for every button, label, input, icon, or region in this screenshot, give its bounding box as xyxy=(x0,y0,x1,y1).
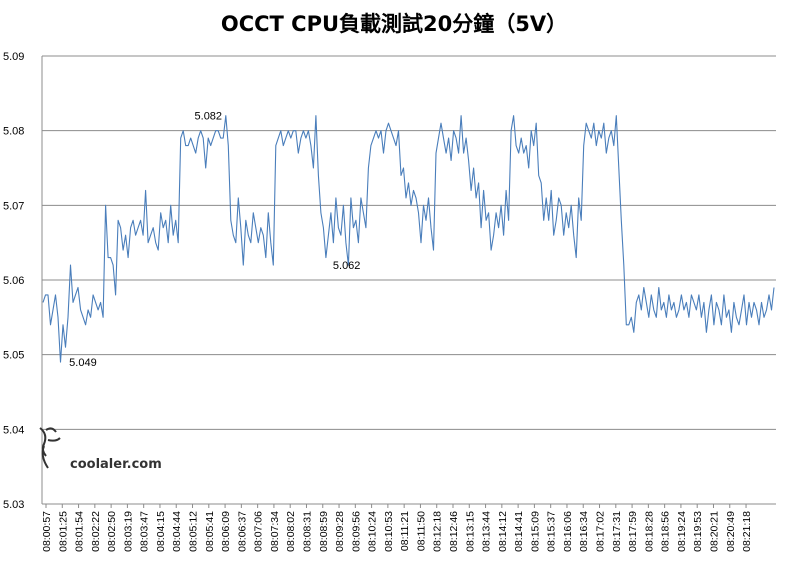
x-tick-label: 08:09:56 xyxy=(350,511,362,552)
y-tick-label: 5.07 xyxy=(3,200,24,212)
annotations: 5.082 5.062 5.049 xyxy=(69,111,360,369)
x-tick-label: 08:19:24 xyxy=(676,511,688,552)
x-tick-label: 08:01:25 xyxy=(57,511,69,552)
x-tick-label: 08:07:34 xyxy=(269,511,281,552)
x-tick-label: 08:20:49 xyxy=(725,511,737,552)
x-tick-label: 08:13:15 xyxy=(464,511,476,552)
x-tick-label: 08:17:31 xyxy=(611,511,623,552)
data-label: 5.049 xyxy=(69,357,97,369)
x-tick-label: 08:02:50 xyxy=(106,511,118,552)
x-tick-label: 08:05:12 xyxy=(188,511,200,552)
x-tick-label: 08:10:24 xyxy=(367,511,379,552)
x-tick-label: 08:11:21 xyxy=(399,511,411,551)
watermark-text: coolaler.com xyxy=(70,457,162,472)
x-tick-label: 08:17:59 xyxy=(627,511,639,552)
x-tick-label: 08:16:06 xyxy=(562,511,574,552)
x-tick-label: 08:10:53 xyxy=(383,511,395,552)
data-label: 5.062 xyxy=(333,260,361,272)
watermark: coolaler.com xyxy=(39,427,162,472)
x-tick-label: 08:18:56 xyxy=(660,511,672,552)
x-tick-label: 08:06:09 xyxy=(220,511,232,552)
x-tick-label: 08:05:41 xyxy=(204,511,216,552)
watermark-glyph-icon xyxy=(39,427,61,469)
x-tick-label: 08:13:44 xyxy=(481,511,493,552)
chart-title: OCCT CPU負載測試20分鐘（5V） xyxy=(221,12,567,36)
x-tick-label: 08:15:09 xyxy=(529,511,541,552)
y-tick-label: 5.06 xyxy=(3,275,24,287)
y-tick-label: 5.03 xyxy=(3,499,24,511)
x-tick-label: 08:09:28 xyxy=(334,511,346,552)
x-tick-label: 08:07:06 xyxy=(253,511,265,552)
x-tick-label: 08:04:15 xyxy=(155,511,167,552)
y-tick-label: 5.04 xyxy=(3,424,24,436)
y-tick-label: 5.05 xyxy=(3,350,24,362)
x-tick-label: 08:17:02 xyxy=(595,511,607,552)
x-tick-label: 08:03:19 xyxy=(122,511,134,552)
x-tick-label: 08:14:41 xyxy=(513,511,525,552)
x-tick-label: 08:18:28 xyxy=(643,511,655,552)
x-tick-label: 08:00:57 xyxy=(41,511,53,552)
series-group xyxy=(42,115,775,363)
x-tick-label: 08:08:59 xyxy=(318,511,330,552)
x-tick-label: 08:12:46 xyxy=(448,511,460,552)
x-tick-label: 08:02:22 xyxy=(90,511,102,552)
x-tick-label: 08:11:50 xyxy=(415,511,427,551)
x-tick-label: 08:16:34 xyxy=(578,511,590,552)
x-tick-label: 08:21:18 xyxy=(741,511,753,552)
x-tick-label: 08:01:54 xyxy=(74,511,86,552)
x-tick-label: 08:15:37 xyxy=(546,511,558,552)
x-tick-label: 08:08:02 xyxy=(285,511,297,552)
y-tick-label: 5.08 xyxy=(3,126,24,138)
x-tick-label: 08:12:18 xyxy=(432,511,444,552)
x-tick-label: 08:03:47 xyxy=(139,511,151,552)
x-tick-label: 08:20:21 xyxy=(708,511,720,552)
x-tick-label: 08:04:44 xyxy=(171,511,183,552)
x-tick-label: 08:14:12 xyxy=(497,511,509,552)
x-tick-label: 08:19:53 xyxy=(692,511,704,552)
x-tick-label: 08:08:31 xyxy=(301,511,313,552)
gridlines xyxy=(42,55,776,430)
data-label: 5.082 xyxy=(195,111,223,123)
y-tick-label: 5.09 xyxy=(3,51,24,63)
series-line xyxy=(42,115,775,363)
x-tick-label: 08:06:37 xyxy=(236,511,248,552)
x-axis-ticks: 08:00:57 08:01:25 08:01:54 08:02:22 08:02:50… xyxy=(41,504,753,552)
y-axis-ticks: 5.03 5.04 5.05 5.06 5.07 5.08 5.09 xyxy=(3,51,24,511)
